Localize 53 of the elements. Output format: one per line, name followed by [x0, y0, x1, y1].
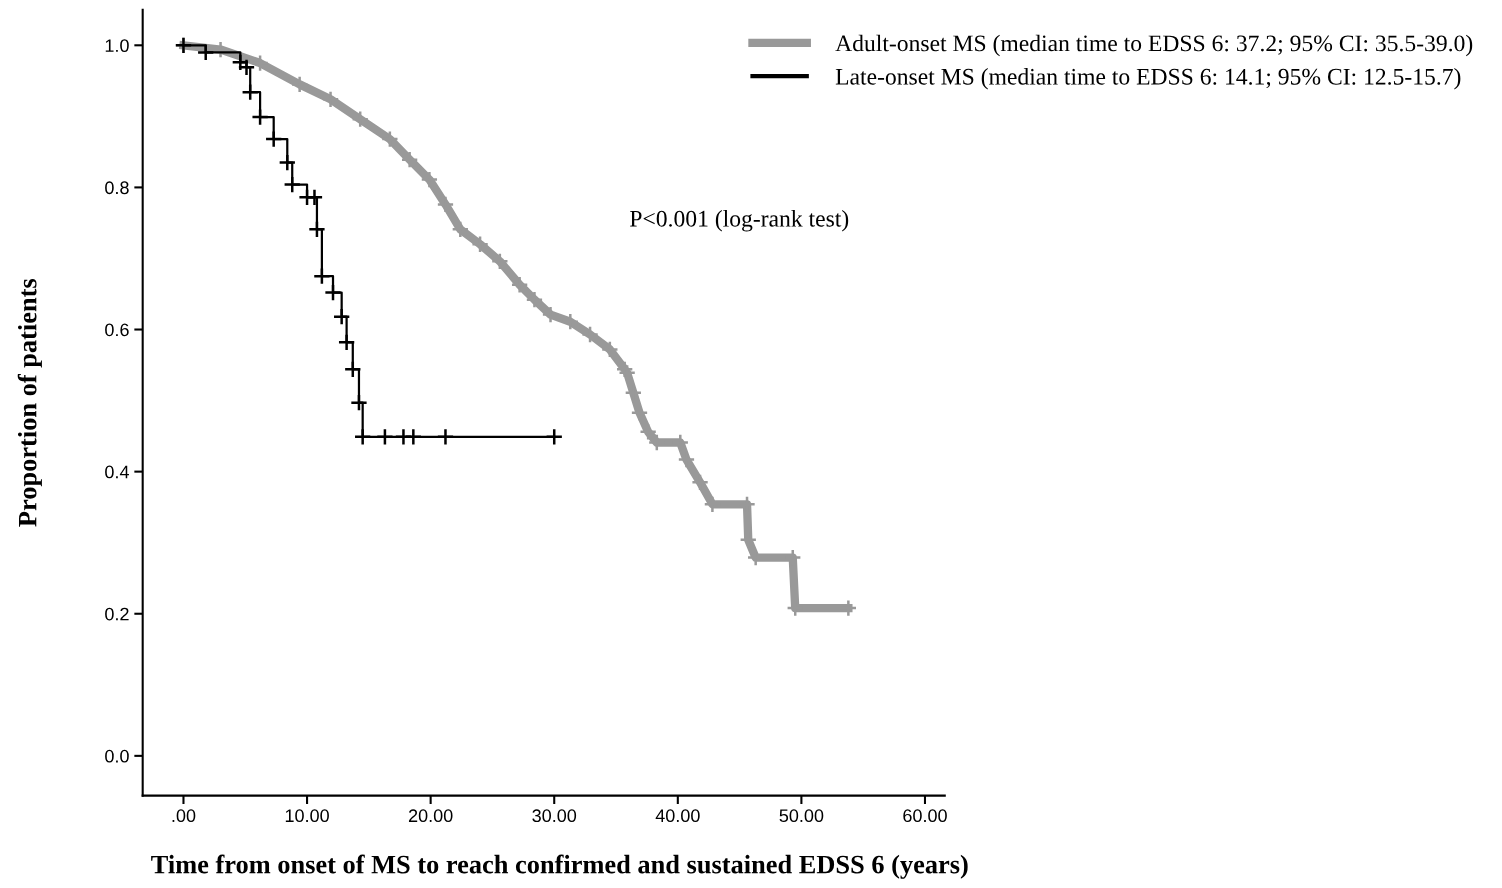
point — [264, 130, 283, 148]
point — [525, 290, 544, 309]
y-tick-label: 0.4 — [105, 465, 129, 479]
point — [581, 325, 599, 344]
point — [451, 220, 470, 239]
legend-label: Adult-onset MS (median time to EDSS 6: 37.2; 95% CI: 35.5-39.0) — [835, 34, 1473, 57]
point — [436, 195, 455, 214]
point — [251, 108, 269, 126]
point — [600, 340, 619, 359]
point — [404, 427, 423, 446]
point — [337, 333, 356, 352]
y-axis-title: Proportion of patients — [17, 278, 42, 527]
x-axis-title: Time from onset of MS to reach confirmed and sustained EDSS 6 (years) — [151, 854, 968, 879]
point — [241, 83, 260, 102]
y-tick-label: 0.2 — [105, 607, 129, 621]
annotation: P<0.001 (log-rank test) — [630, 210, 849, 232]
point — [380, 130, 399, 148]
point — [308, 220, 326, 239]
legend-label: Late-onset MS (median time to EDSS 6: 14.1; 95% CI: 12.5-15.7) — [835, 68, 1461, 90]
point — [196, 43, 215, 62]
point — [639, 422, 658, 441]
y-tick-label: 1.0 — [105, 39, 129, 53]
point — [490, 252, 509, 271]
y-tick-label: 0.0 — [105, 749, 129, 763]
point — [376, 427, 394, 446]
point — [332, 307, 351, 326]
y-tick-label: 0.6 — [105, 323, 129, 337]
point — [436, 427, 455, 446]
x-tick-label: .00 — [172, 809, 196, 823]
point — [237, 58, 256, 77]
x-tick-label: 40.00 — [655, 809, 700, 823]
point — [321, 90, 340, 109]
point — [278, 153, 297, 172]
x-tick-label: 30.00 — [532, 809, 577, 823]
point — [351, 110, 370, 129]
point — [353, 427, 372, 446]
x-tick-label: 20.00 — [408, 809, 453, 823]
point — [691, 473, 709, 492]
point — [350, 393, 368, 412]
point — [313, 267, 331, 286]
point — [324, 283, 342, 302]
point — [290, 75, 309, 94]
y-tick-label: 0.8 — [105, 181, 129, 195]
point — [471, 235, 489, 254]
x-tick-label: 10.00 — [285, 809, 329, 823]
point — [343, 360, 362, 379]
point — [400, 150, 419, 169]
x-tick-label: 60.00 — [903, 809, 947, 823]
point — [545, 427, 564, 446]
x-tick-label: 50.00 — [779, 809, 824, 823]
point — [510, 275, 529, 294]
point — [420, 170, 439, 189]
point — [283, 175, 302, 194]
